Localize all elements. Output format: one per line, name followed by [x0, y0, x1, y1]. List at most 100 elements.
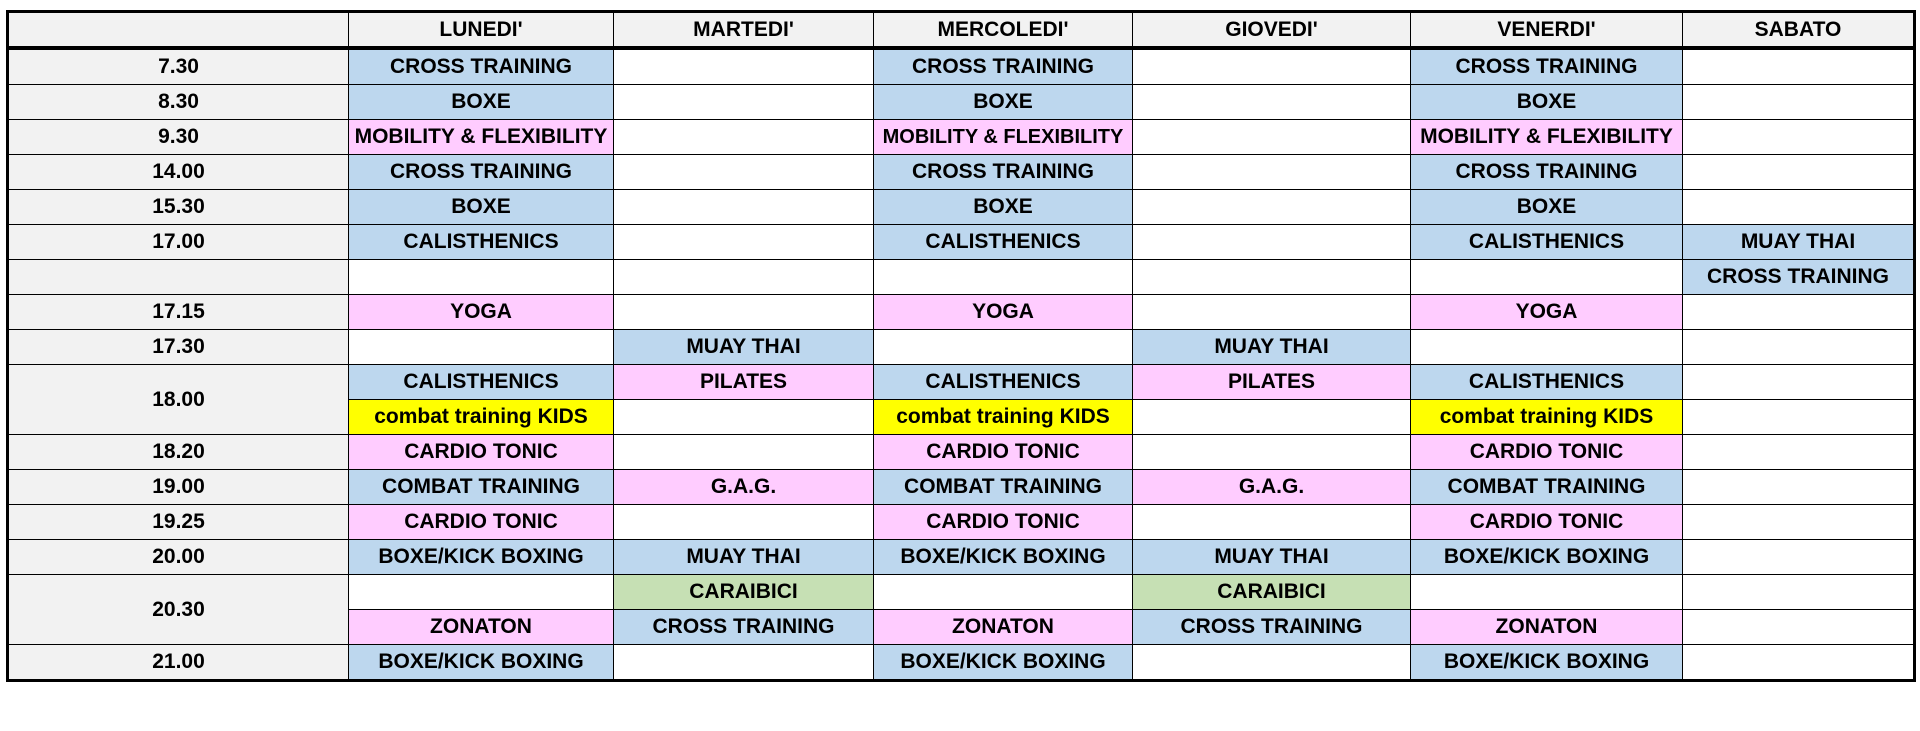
empty-cell [1132, 47, 1411, 85]
empty-cell [613, 189, 874, 225]
time-cell: 20.00 [7, 539, 349, 575]
schedule-body: LUNEDI' MARTEDI' MERCOLEDI' GIOVEDI' VENERDI… [7, 11, 1915, 681]
schedule-row: 18.00 CALISTHENICS PILATES CALISTHENICS PILA… [7, 364, 1915, 435]
empty-cell [1682, 504, 1915, 540]
class-cell: YOGA [873, 294, 1133, 330]
empty-cell [1682, 84, 1915, 120]
empty-cell [613, 84, 874, 120]
class-cell: CROSS TRAINING [613, 609, 874, 645]
time-cell: 15.30 [7, 189, 349, 225]
class-cell: MUAY THAI [613, 539, 874, 575]
schedule-row: combat training KIDS combat training KIDS… [8, 399, 1915, 435]
class-cell: CARDIO TONIC [1410, 434, 1683, 470]
empty-cell [1132, 154, 1411, 190]
empty-cell [1410, 259, 1683, 295]
class-cell: COMBAT TRAINING [1410, 469, 1683, 505]
class-cell: CALISTHENICS [348, 224, 614, 260]
schedule-row: ZONATON CROSS TRAINING ZONATON CROSS TRAINI… [8, 609, 1915, 645]
empty-cell [1682, 574, 1915, 610]
empty-cell [348, 259, 614, 295]
schedule-row: 19.25 CARDIO TONIC CARDIO TONIC CARDIO TONI… [7, 504, 1915, 540]
schedule-row: 15.30 BOXE BOXE BOXE [7, 189, 1915, 225]
empty-cell [1132, 84, 1411, 120]
empty-cell [1132, 644, 1411, 681]
empty-cell [1682, 399, 1915, 435]
schedule-row: 17.30 MUAY THAI MUAY THAI [7, 329, 1915, 365]
class-cell: MUAY THAI [1132, 329, 1411, 365]
empty-cell [613, 119, 874, 155]
class-cell: CARDIO TONIC [1410, 504, 1683, 540]
empty-cell [1132, 189, 1411, 225]
schedule-row: 17.00 CALISTHENICS CALISTHENICS CALISTHENIC… [7, 224, 1915, 260]
class-cell: ZONATON [873, 609, 1133, 645]
class-cell: CALISTHENICS [873, 364, 1133, 400]
class-cell: G.A.G. [1132, 469, 1411, 505]
class-cell: G.A.G. [613, 469, 874, 505]
class-cell: CROSS TRAINING [873, 154, 1133, 190]
class-cell: MOBILITY & FLEXIBILITY [348, 119, 614, 155]
schedule-row: 8.30 BOXE BOXE BOXE [7, 84, 1915, 120]
class-cell: BOXE [348, 84, 614, 120]
day-header: MERCOLEDI' [873, 11, 1133, 50]
class-cell: BOXE/KICK BOXING [1410, 644, 1683, 681]
time-cell: 17.15 [7, 294, 349, 330]
time-cell: 14.00 [7, 154, 349, 190]
time-cell: 20.30 [7, 574, 349, 645]
schedule-row: 19.00 COMBAT TRAINING G.A.G. COMBAT TRAININ… [7, 469, 1915, 505]
empty-cell [1682, 469, 1915, 505]
empty-cell [1682, 119, 1915, 155]
class-cell: COMBAT TRAINING [873, 469, 1133, 505]
time-cell: 19.25 [7, 504, 349, 540]
class-cell: CROSS TRAINING [873, 47, 1133, 85]
empty-cell [1410, 574, 1683, 610]
class-cell: YOGA [348, 294, 614, 330]
schedule-row: 7.30 CROSS TRAINING CROSS TRAINING CROSS TR… [7, 47, 1915, 85]
class-cell: CARDIO TONIC [348, 504, 614, 540]
class-cell: CALISTHENICS [873, 224, 1133, 260]
day-header: MARTEDI' [613, 11, 874, 50]
empty-cell [613, 644, 874, 681]
empty-cell [1132, 504, 1411, 540]
class-cell: CARAIBICI [613, 574, 874, 610]
class-cell: BOXE [873, 189, 1133, 225]
empty-cell [613, 294, 874, 330]
class-cell: CALISTHENICS [1410, 224, 1683, 260]
empty-cell [1682, 609, 1915, 645]
empty-cell [1132, 399, 1411, 435]
class-cell: CALISTHENICS [348, 364, 614, 400]
schedule-row: 17.15 YOGA YOGA YOGA [7, 294, 1915, 330]
empty-cell [1682, 189, 1915, 225]
class-cell: CROSS TRAINING [1132, 609, 1411, 645]
class-cell: BOXE/KICK BOXING [873, 644, 1133, 681]
class-cell: ZONATON [1410, 609, 1683, 645]
empty-cell [613, 47, 874, 85]
class-cell: BOXE [1410, 189, 1683, 225]
empty-cell [348, 329, 614, 365]
empty-cell [613, 154, 874, 190]
class-cell: BOXE [873, 84, 1133, 120]
empty-cell [1132, 294, 1411, 330]
class-cell: combat training KIDS [873, 399, 1133, 435]
class-cell: MOBILITY & FLEXIBILITY [873, 119, 1133, 155]
empty-cell [1132, 259, 1411, 295]
schedule-row: 9.30 MOBILITY & FLEXIBILITY MOBILITY & FLE… [7, 119, 1915, 155]
schedule-row: 21.00 BOXE/KICK BOXING BOXE/KICK BOXING BOX… [7, 644, 1915, 681]
class-cell: CROSS TRAINING [1682, 259, 1915, 295]
schedule-row: CROSS TRAINING [7, 259, 1915, 295]
time-cell: 21.00 [7, 644, 349, 681]
day-header: GIOVEDI' [1132, 11, 1411, 50]
schedule-row: 20.30 CARAIBICI CARAIBICI [7, 574, 1915, 645]
empty-cell [873, 574, 1133, 610]
class-cell: MUAY THAI [613, 329, 874, 365]
class-cell: BOXE/KICK BOXING [348, 644, 614, 681]
class-cell: BOXE [1410, 84, 1683, 120]
class-cell: YOGA [1410, 294, 1683, 330]
header-row: LUNEDI' MARTEDI' MERCOLEDI' GIOVEDI' VENERDI… [7, 11, 1915, 50]
class-cell: CROSS TRAINING [1410, 154, 1683, 190]
class-cell: BOXE/KICK BOXING [1410, 539, 1683, 575]
empty-cell [1682, 294, 1915, 330]
empty-cell [873, 329, 1133, 365]
time-cell [7, 259, 349, 295]
schedule-row: 20.00 BOXE/KICK BOXING MUAY THAI BOXE/KICK … [7, 539, 1915, 575]
